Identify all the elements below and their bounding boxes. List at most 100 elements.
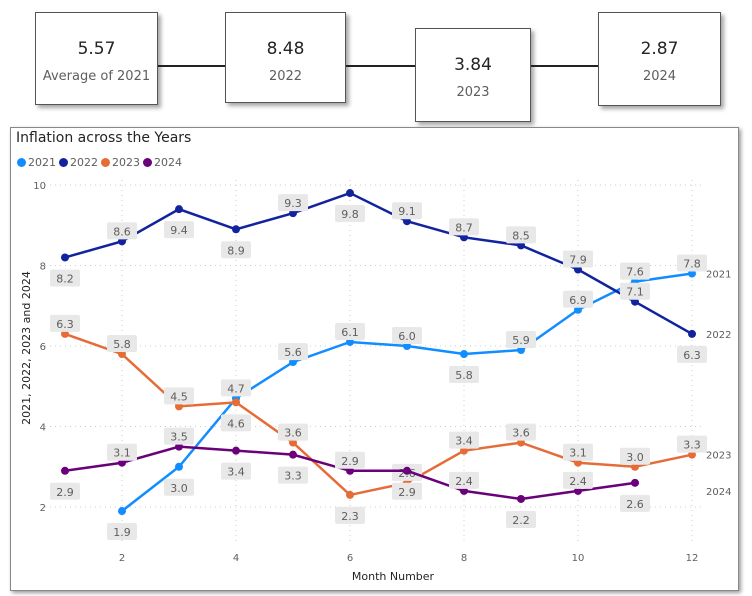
kpi-value: 5.57 <box>77 39 116 59</box>
legend-item-2024[interactable]: 2024 <box>143 156 182 169</box>
y-tick-label: 6 <box>40 342 46 353</box>
data-label-bg <box>620 447 650 465</box>
data-label-2021: 6.1 <box>341 326 359 339</box>
data-label-bg <box>221 462 251 480</box>
data-label-2022: 8.6 <box>113 225 131 238</box>
legend-dot-icon <box>101 158 110 167</box>
data-label-bg <box>164 221 194 239</box>
data-label-bg <box>164 387 194 405</box>
data-label-2024: 2.4 <box>569 475 587 488</box>
x-tick-label: 6 <box>347 553 353 564</box>
data-label-2023: 3.6 <box>512 427 530 440</box>
data-label-2023: 6.3 <box>56 318 74 331</box>
data-label-bg <box>506 331 536 349</box>
data-label-bg <box>563 290 593 308</box>
data-label-2023: 5.8 <box>113 338 131 351</box>
legend-dot-icon <box>143 158 152 167</box>
series-end-label: 2024 <box>706 487 731 498</box>
x-tick-label: 12 <box>686 553 699 564</box>
data-label-bg <box>50 269 80 287</box>
legend-label: 2023 <box>112 156 140 169</box>
data-label-2023: 3.1 <box>569 447 587 460</box>
connector-line <box>346 65 415 67</box>
legend-label: 2024 <box>154 156 182 169</box>
kpi-label: 2024 <box>642 69 677 84</box>
data-label-bg <box>449 471 479 489</box>
data-label-2021: 5.9 <box>512 334 530 347</box>
data-label-bg <box>449 431 479 449</box>
data-label-bg <box>221 379 251 397</box>
kpi-label: Average of 2021 <box>42 69 151 84</box>
data-label-2023: 3.4 <box>455 435 473 448</box>
data-label-2022: 9.1 <box>398 205 416 218</box>
data-label-bg <box>278 466 308 484</box>
data-label-2021: 5.6 <box>284 346 302 359</box>
data-label-bg <box>164 478 194 496</box>
data-label-bg <box>563 443 593 461</box>
x-tick-label: 10 <box>572 553 585 564</box>
data-label-2023: 2.3 <box>341 510 359 523</box>
data-label-2021: 3.0 <box>170 482 188 495</box>
x-axis-title: Month Number <box>352 570 435 583</box>
data-label-2021: 6.0 <box>398 330 416 343</box>
data-label-bg <box>677 345 707 363</box>
data-label-2021: 5.8 <box>455 369 473 382</box>
kpi-value: 2.87 <box>640 39 679 59</box>
chart-title: Inflation across the Years <box>16 130 192 146</box>
legend-item-2021[interactable]: 2021 <box>17 156 56 169</box>
data-label-bg <box>392 482 422 500</box>
x-tick-label: 2 <box>119 553 125 564</box>
connector-line <box>531 65 598 67</box>
data-point-2024 <box>232 446 240 455</box>
data-label-2021: 4.7 <box>227 382 245 395</box>
data-label-2024: 3.3 <box>284 470 302 483</box>
data-label-bg <box>563 250 593 268</box>
data-label-2023: 4.6 <box>227 417 245 430</box>
data-label-bg <box>677 435 707 453</box>
data-point-2023 <box>232 398 240 407</box>
kpi-value: 3.84 <box>454 55 492 75</box>
legend-item-2023[interactable]: 2023 <box>101 156 140 169</box>
connector-line <box>158 65 225 67</box>
kpi-card-2024: 2.87 2024 <box>598 12 721 106</box>
data-label-bg <box>620 282 650 300</box>
data-label-2022: 9.8 <box>341 208 359 221</box>
data-label-2022: 6.3 <box>683 349 701 362</box>
data-label-bg <box>449 366 479 384</box>
data-point-2022 <box>175 205 183 214</box>
data-label-bg <box>335 451 365 469</box>
data-label-bg <box>221 241 251 259</box>
data-point-2022 <box>232 225 240 234</box>
data-label-bg <box>278 194 308 212</box>
series-end-label: 2021 <box>706 270 731 281</box>
data-label-2023: 3.6 <box>284 427 302 440</box>
y-tick-label: 8 <box>40 262 46 273</box>
data-label-2022: 8.2 <box>56 272 74 285</box>
data-label-2024: 2.6 <box>626 498 644 511</box>
data-label-bg <box>335 506 365 524</box>
data-label-2022: 8.9 <box>227 244 245 257</box>
data-point-2024 <box>403 466 411 475</box>
data-label-2024: 2.4 <box>455 475 473 488</box>
data-point-2022 <box>688 329 696 338</box>
data-label-2023: 3.3 <box>683 439 701 452</box>
data-label-bg <box>221 414 251 432</box>
data-label-2024: 2.9 <box>341 455 359 468</box>
legend-label: 2022 <box>70 156 98 169</box>
data-point-2024 <box>517 494 525 503</box>
data-label-2024: 2.9 <box>56 486 74 499</box>
data-label-bg <box>335 205 365 223</box>
data-label-bg <box>392 327 422 344</box>
data-label-2022: 8.7 <box>455 221 473 234</box>
data-label-bg <box>107 443 137 461</box>
kpi-card-2022: 8.48 2022 <box>225 12 346 103</box>
legend-dot-icon <box>59 158 68 167</box>
data-label-bg <box>506 510 536 528</box>
data-label-bg <box>563 471 593 489</box>
kpi-card-2021: 5.57 Average of 2021 <box>35 12 158 105</box>
data-label-2023: 4.5 <box>170 390 188 403</box>
kpi-label: 2023 <box>456 85 490 100</box>
legend-item-2022[interactable]: 2022 <box>59 156 98 169</box>
data-point-2021 <box>460 350 468 359</box>
